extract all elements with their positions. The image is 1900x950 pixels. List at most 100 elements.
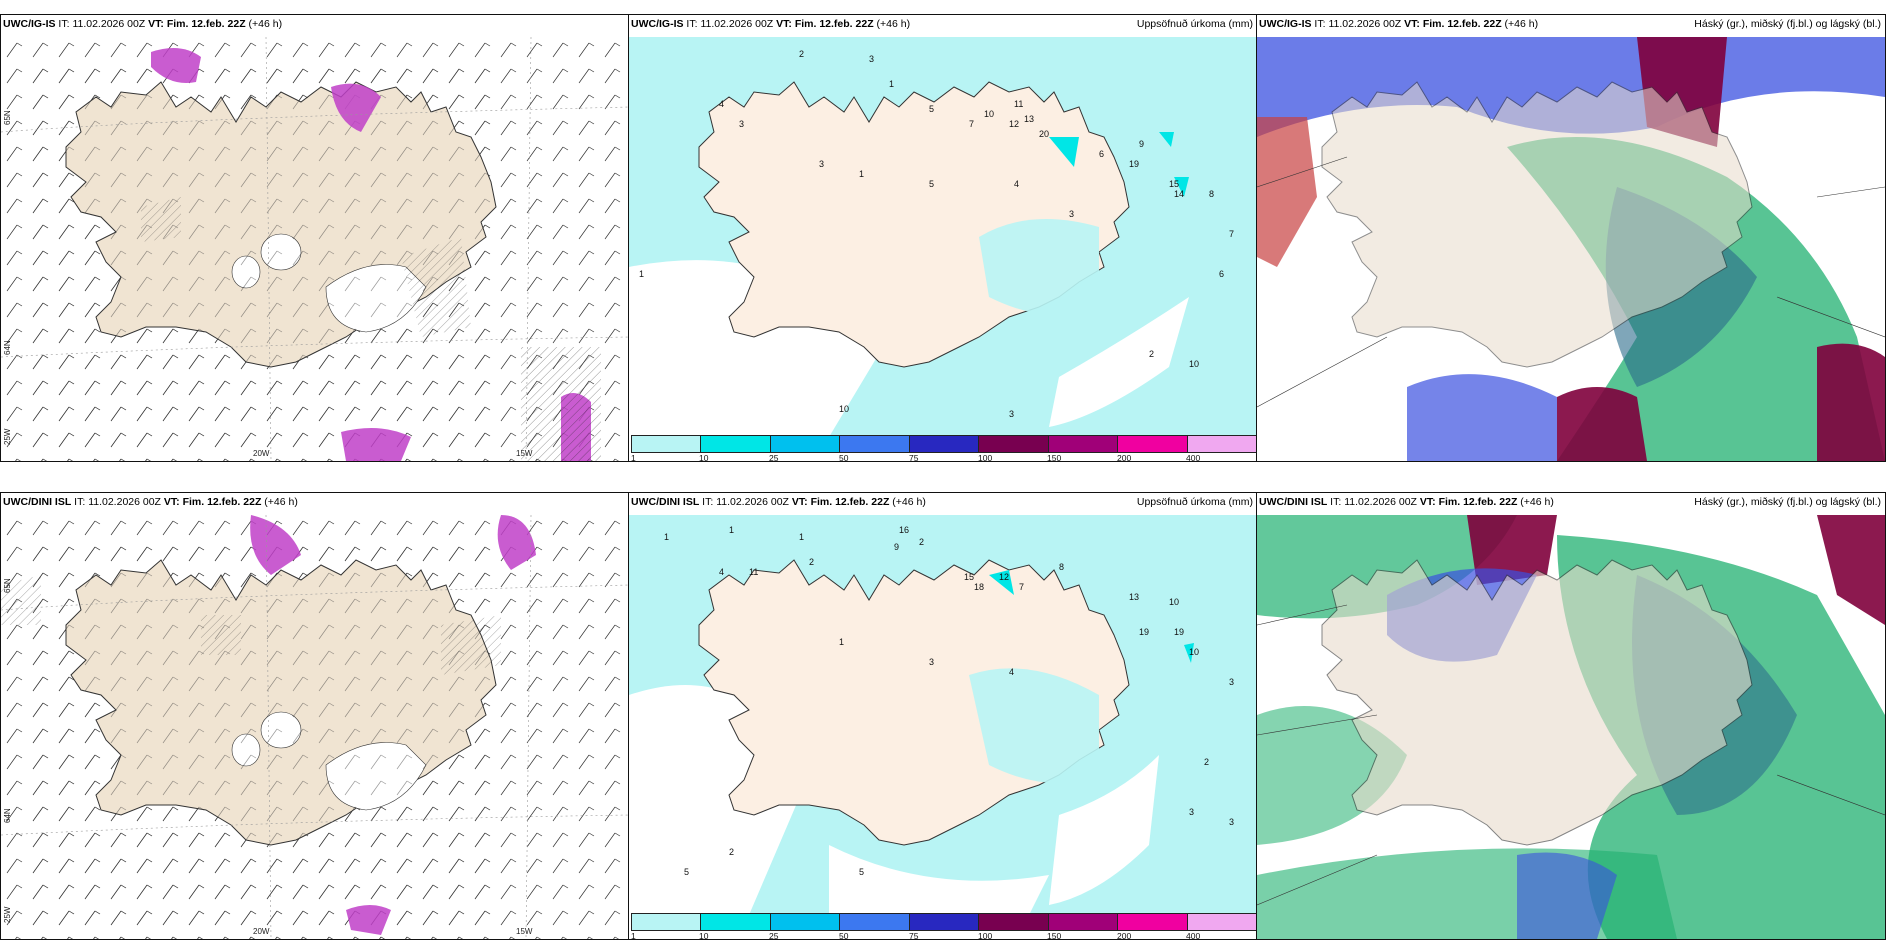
- svg-text:13: 13: [1024, 114, 1034, 124]
- precip-map: 1 1 1 2 16 9 2 15 18 12 7 8 13 10 19 19 …: [629, 515, 1257, 915]
- svg-text:5: 5: [929, 179, 934, 189]
- svg-text:3: 3: [739, 119, 744, 129]
- svg-text:10: 10: [1189, 359, 1199, 369]
- colorbar-cell: [979, 436, 1049, 452]
- svg-text:2: 2: [1149, 349, 1154, 359]
- colorbar-cell: [632, 914, 702, 930]
- colorbar-label: 50: [839, 931, 849, 940]
- colorbar-label: 50: [839, 453, 849, 462]
- colorbar-cell: [909, 914, 980, 930]
- colorbar-label: 100: [978, 453, 993, 462]
- svg-text:4: 4: [1009, 667, 1014, 677]
- panel-top-left-wind: UWC/IG-IS IT: 11.02.2026 00Z VT: Fim. 12…: [0, 14, 630, 462]
- svg-text:11: 11: [1014, 99, 1023, 109]
- precip-values: 1 1 1 2 16 9 2 15 18 12 7 8 13 10 19 19 …: [664, 525, 1234, 877]
- panel-header: UWC/DINI ISL IT: 11.02.2026 00Z VT: Fim.…: [1259, 496, 1554, 508]
- svg-text:1: 1: [729, 525, 734, 535]
- colorbar-cell: [770, 436, 841, 452]
- svg-text:1: 1: [839, 637, 844, 647]
- colorbar-label: 10: [699, 931, 709, 940]
- lat-label-64n: 64N: [3, 808, 12, 823]
- svg-text:19: 19: [1139, 627, 1149, 637]
- colorbar-label: 400: [1186, 931, 1201, 940]
- colorbar-cell: [909, 436, 980, 452]
- colorbar-cell: [979, 914, 1049, 930]
- svg-text:2: 2: [809, 557, 814, 567]
- svg-text:7: 7: [1019, 582, 1024, 592]
- svg-text:10: 10: [1189, 647, 1199, 657]
- svg-text:2: 2: [919, 537, 924, 547]
- panel-bottom-left-wind: UWC/DINI ISL IT: 11.02.2026 00Z VT: Fim.…: [0, 492, 630, 940]
- svg-text:4: 4: [719, 99, 724, 109]
- svg-text:19: 19: [1129, 159, 1139, 169]
- colorbar-label: 10: [699, 453, 709, 462]
- lat-label-64n: 64N: [3, 340, 12, 355]
- precip-colorbar: [631, 913, 1257, 931]
- svg-text:1: 1: [859, 169, 864, 179]
- svg-text:18: 18: [974, 582, 984, 592]
- colorbar-cell: [632, 436, 702, 452]
- lon-label-20w: 20W: [253, 927, 270, 936]
- svg-text:8: 8: [1209, 189, 1214, 199]
- colorbar-label: 150: [1047, 453, 1062, 462]
- svg-text:9: 9: [1139, 139, 1144, 149]
- svg-text:7: 7: [969, 119, 974, 129]
- colorbar-label: 200: [1117, 931, 1132, 940]
- svg-text:1: 1: [639, 269, 644, 279]
- svg-text:5: 5: [859, 867, 864, 877]
- panel-title: Háský (gr.), miðský (fj.bl.) og lágský (…: [1694, 18, 1881, 30]
- lon-label-15w: 15W: [516, 449, 533, 458]
- svg-text:3: 3: [1009, 409, 1014, 419]
- precip-values: 2 3 1 5 7 10 12 13 11 20 6 9 19 15 14 8 …: [639, 49, 1234, 419]
- colorbar-label: 200: [1117, 453, 1132, 462]
- lon-label-15w: 15W: [516, 927, 533, 936]
- precip-colorbar: [631, 435, 1257, 453]
- cloud-map: [1257, 515, 1885, 939]
- panel-bottom-right-clouds: UWC/DINI ISL IT: 11.02.2026 00Z VT: Fim.…: [1256, 492, 1886, 940]
- svg-text:4: 4: [1014, 179, 1019, 189]
- svg-text:14: 14: [1174, 189, 1184, 199]
- svg-text:3: 3: [819, 159, 824, 169]
- svg-text:12: 12: [1009, 119, 1019, 129]
- svg-text:6: 6: [1099, 149, 1104, 159]
- svg-text:7: 7: [1229, 229, 1234, 239]
- svg-text:3: 3: [1229, 817, 1234, 827]
- lon-label-25w: 25W: [3, 428, 12, 445]
- colorbar-cell: [840, 436, 910, 452]
- svg-text:3: 3: [1229, 677, 1234, 687]
- colorbar-cell: [770, 914, 841, 930]
- panel-title: Uppsöfnuð úrkoma (mm): [1136, 496, 1253, 508]
- svg-text:6: 6: [1219, 269, 1224, 279]
- svg-text:3: 3: [1189, 807, 1194, 817]
- colorbar-cell: [1187, 436, 1256, 452]
- panel-title: Háský (gr.), miðský (fj.bl.) og lágský (…: [1694, 496, 1881, 508]
- colorbar-label: 25: [769, 931, 779, 940]
- svg-text:3: 3: [929, 657, 934, 667]
- svg-text:4: 4: [719, 567, 724, 577]
- wind-map: [1, 37, 629, 461]
- svg-text:2: 2: [1204, 757, 1209, 767]
- svg-text:10: 10: [1169, 597, 1179, 607]
- colorbar-cell: [1048, 436, 1119, 452]
- colorbar-cell: [701, 436, 771, 452]
- svg-text:3: 3: [869, 54, 874, 64]
- svg-text:16: 16: [899, 525, 909, 535]
- colorbar-label: 75: [909, 931, 919, 940]
- svg-text:1: 1: [889, 79, 894, 89]
- panel-title: Uppsöfnuð úrkoma (mm): [1136, 18, 1253, 30]
- svg-text:19: 19: [1174, 627, 1184, 637]
- svg-text:11: 11: [749, 567, 758, 577]
- colorbar-cell: [701, 914, 771, 930]
- svg-text:12: 12: [999, 572, 1009, 582]
- colorbar-cell: [1118, 914, 1188, 930]
- panel-header: UWC/IG-IS IT: 11.02.2026 00Z VT: Fim. 12…: [631, 18, 911, 30]
- colorbar-cell: [840, 914, 910, 930]
- svg-text:13: 13: [1129, 592, 1139, 602]
- colorbar-label: 1: [631, 931, 636, 940]
- svg-text:5: 5: [684, 867, 689, 877]
- svg-text:9: 9: [894, 542, 899, 552]
- lon-label-25w: 25W: [3, 906, 12, 923]
- panel-header: UWC/DINI ISL IT: 11.02.2026 00Z VT: Fim.…: [631, 496, 926, 508]
- svg-text:1: 1: [664, 532, 669, 542]
- colorbar-label: 150: [1047, 931, 1062, 940]
